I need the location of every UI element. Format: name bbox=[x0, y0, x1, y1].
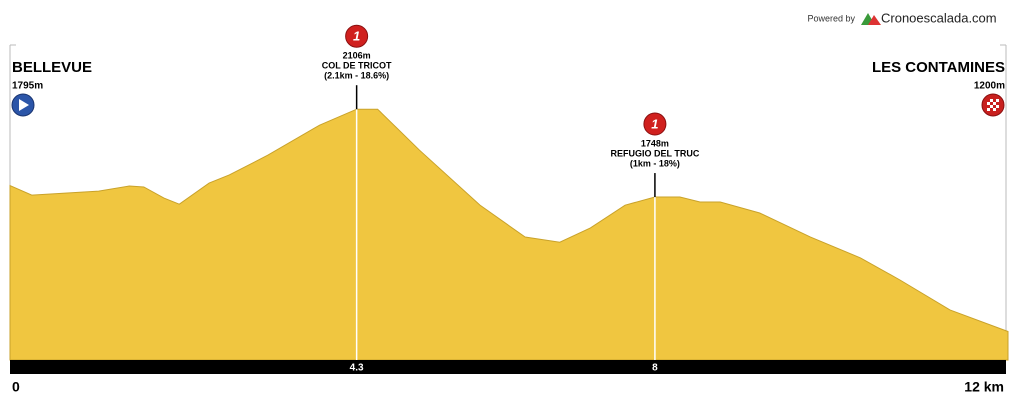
x-tick-label: 0 bbox=[12, 379, 20, 395]
end-elevation: 1200m bbox=[974, 81, 1005, 92]
brand-logo bbox=[861, 13, 881, 25]
climb-icon-label: 1 bbox=[651, 116, 658, 131]
end-name: LES CONTAMINES bbox=[872, 59, 1005, 76]
x-tick-label: 4.3 bbox=[350, 363, 364, 374]
start-elevation: 1795m bbox=[12, 81, 43, 92]
climb-icon-label: 1 bbox=[353, 29, 360, 44]
climb-name: REFUGIO DEL TRUC bbox=[610, 148, 699, 158]
x-tick-label: 12 km bbox=[964, 379, 1004, 395]
elevation-area bbox=[9, 108, 1009, 361]
climb-icon bbox=[643, 112, 667, 136]
climb-elevation: 1748m bbox=[641, 138, 669, 148]
distance-bar bbox=[10, 360, 1006, 374]
finish-icon bbox=[981, 93, 1005, 117]
climb-icon bbox=[345, 24, 369, 48]
climb-detail: (1km - 18%) bbox=[630, 158, 680, 168]
climb-elevation: 2106m bbox=[343, 51, 371, 61]
brand[interactable]: Cronoescalada.com bbox=[881, 10, 997, 25]
powered-by: Powered by bbox=[807, 13, 855, 23]
start-name: BELLEVUE bbox=[12, 59, 92, 76]
start-icon bbox=[11, 93, 35, 117]
x-tick-label: 8 bbox=[652, 363, 658, 374]
climb-detail: (2.1km - 18.6%) bbox=[324, 71, 389, 81]
climb-name: COL DE TRICOT bbox=[322, 61, 392, 71]
